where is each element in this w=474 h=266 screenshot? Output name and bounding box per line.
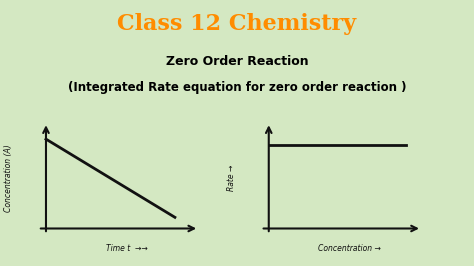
Text: Class 12 Chemistry: Class 12 Chemistry — [118, 13, 356, 35]
Text: Rate →: Rate → — [227, 165, 236, 192]
Text: Zero Order Reaction: Zero Order Reaction — [166, 55, 308, 68]
Text: Time t  →→: Time t →→ — [106, 244, 147, 253]
Text: Concentration →: Concentration → — [318, 244, 381, 253]
Text: Concentration (A): Concentration (A) — [4, 144, 13, 212]
Text: (Integrated Rate equation for zero order reaction ): (Integrated Rate equation for zero order… — [68, 81, 406, 94]
